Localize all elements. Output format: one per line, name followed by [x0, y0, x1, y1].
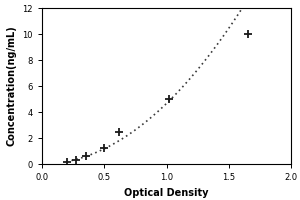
X-axis label: Optical Density: Optical Density	[124, 188, 209, 198]
Y-axis label: Concentration(ng/mL): Concentration(ng/mL)	[7, 26, 17, 146]
